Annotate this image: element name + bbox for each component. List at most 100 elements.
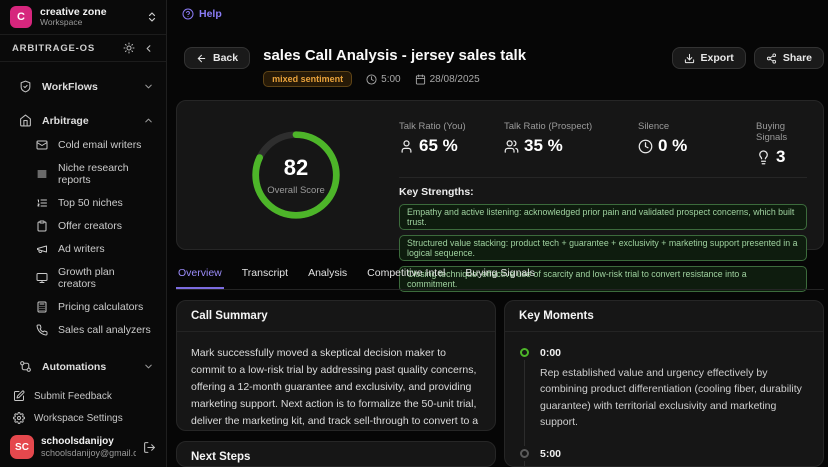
sidebar-item-label: Niche research reports [58,161,129,186]
ordered-list-icon [36,197,48,209]
tab-overview[interactable]: Overview [176,265,224,289]
call-date-value: 28/08/2025 [429,73,480,85]
submit-feedback-label: Submit Feedback [34,390,112,402]
metric-value: 3 [776,147,786,166]
submit-feedback-button[interactable]: Submit Feedback [0,385,166,407]
sidebar-item-automations[interactable]: Automations [0,354,166,379]
metric-label: Silence [638,121,670,132]
metric-label: Talk Ratio (Prospect) [504,121,593,132]
os-header: ARBITRAGE-OS [0,35,166,62]
lightbulb-icon [756,149,771,165]
moment-marker-gray [519,449,529,459]
key-strength-item: Closing technique: effective use of scar… [399,266,807,292]
title-block: sales Call Analysis - jersey sales talk … [263,47,526,87]
sidebar-item-workflows[interactable]: WorkFlows [0,74,166,99]
score-ring-text: 82 Overall Score [248,127,344,223]
home-icon [19,114,32,127]
sidebar-item-cold-email-writers[interactable]: Cold email writers [0,133,166,156]
call-summary-title: Call Summary [177,301,495,332]
moment-rail [519,446,529,466]
key-moments-title: Key Moments [505,301,823,332]
sidebar-item-niche-research-reports[interactable]: Niche research reports [0,156,166,191]
moment-rail [519,345,529,447]
sidebar-nav: WorkFlows Arbitrage [0,62,166,379]
metric-label: Buying Signals [756,121,788,143]
metric-talk-ratio-prospect: Talk Ratio (Prospect) 35 % [504,121,638,167]
sidebar-item-growth-plan-creators[interactable]: Growth plan creators [0,260,166,295]
mail-icon [36,139,48,151]
collapse-sidebar-icon[interactable] [143,43,154,54]
overview-cards: Call Summary Mark successfully moved a s… [176,300,824,467]
sidebar-item-label: Cold email writers [58,138,142,151]
share-button[interactable]: Share [753,47,824,69]
tab-bar: Overview Transcript Analysis Competitive… [176,265,824,290]
moment-text: Rep established value and urgency effect… [540,367,802,428]
key-moment-item: 5:00 Prospect exhibited strong risk aver… [519,446,809,466]
download-icon [684,53,695,64]
os-label: ARBITRAGE-OS [12,42,95,54]
workflow-icon [19,360,32,373]
metrics-row: Talk Ratio (You) 65 % Talk Ratio (Prospe… [399,121,807,167]
chevron-down-icon [143,361,154,372]
sidebar-item-sales-call-analyzers[interactable]: Sales call analyzers [0,318,166,341]
chevrons-up-down-icon[interactable] [146,11,158,23]
export-button[interactable]: Export [671,47,746,69]
edit-pencil-icon [13,390,25,402]
call-summary-card: Call Summary Mark successfully moved a s… [176,300,496,431]
help-link[interactable]: Help [182,8,222,20]
sidebar-item-arbitrage[interactable]: Arbitrage [0,108,166,133]
metric-buying-signals: Buying Signals 3 [756,121,807,167]
workspace-switcher[interactable]: C creative zone Workspace [0,0,166,35]
tab-analysis[interactable]: Analysis [308,267,348,279]
arrow-left-icon [196,53,207,64]
user-account-row[interactable]: SC schoolsdanijoy schoolsdanijoy@gmail.c… [0,429,166,467]
theme-sun-icon[interactable] [123,42,135,54]
monitor-icon [36,272,48,284]
metric-label: Talk Ratio (You) [399,121,466,132]
calculator-icon [36,301,48,313]
sentiment-badge: mixed sentiment [263,71,353,87]
call-summary-body: Mark successfully moved a skeptical deci… [191,347,479,427]
user-avatar: SC [10,435,34,459]
sidebar-item-label: Automations [42,360,107,373]
sidebar-item-label: Growth plan creators [58,265,115,290]
help-label: Help [199,8,222,20]
score-divider [399,177,807,178]
chevron-down-icon [143,81,154,92]
sidebar: C creative zone Workspace ARBITRAGE-OS [0,0,167,467]
sidebar-item-pricing-calculators[interactable]: Pricing calculators [0,295,166,318]
call-duration: 5:00 [366,74,401,85]
user-meta: schoolsdanijoy schoolsdanijoy@gmail.com [41,436,136,459]
metric-value: 35 % [524,136,563,155]
page-header: Back sales Call Analysis - jersey sales … [184,47,824,87]
workspace-meta: creative zone Workspace [40,6,138,28]
workspace-avatar: C [10,6,32,28]
moment-connector [523,360,525,447]
tab-competitive-intel[interactable]: Competitive Intel [367,267,446,279]
workspace-settings-button[interactable]: Workspace Settings [0,407,166,429]
back-label: Back [213,52,239,64]
topbar: Help [167,0,828,31]
logout-icon[interactable] [143,441,156,454]
sidebar-item-offer-creators[interactable]: Offer creators [0,214,166,237]
left-column: Call Summary Mark successfully moved a s… [176,300,496,467]
key-moments-body: 0:00 Rep established value and urgency e… [505,332,823,466]
sidebar-item-label: Offer creators [58,219,122,232]
moment-connector [523,461,525,466]
key-strengths-heading: Key Strengths: [399,186,474,198]
workspace-type: Workspace [40,17,83,28]
tab-transcript[interactable]: Transcript [241,267,289,279]
sidebar-item-ad-writers[interactable]: Ad writers [0,237,166,260]
metric-silence: Silence 0 % [638,121,756,167]
back-button[interactable]: Back [184,47,251,69]
sidebar-item-top-50-niches[interactable]: Top 50 niches [0,191,166,214]
help-circle-icon [182,8,194,20]
share-icon [766,52,777,64]
gear-icon [13,412,25,424]
score-details: Talk Ratio (You) 65 % Talk Ratio (Prospe… [399,113,807,292]
header-actions: Export Share [671,47,824,69]
user-email: schoolsdanijoy@gmail.com [41,447,136,458]
tab-buying-signals[interactable]: Buying Signals [465,267,535,279]
moment-marker-green [519,348,529,357]
